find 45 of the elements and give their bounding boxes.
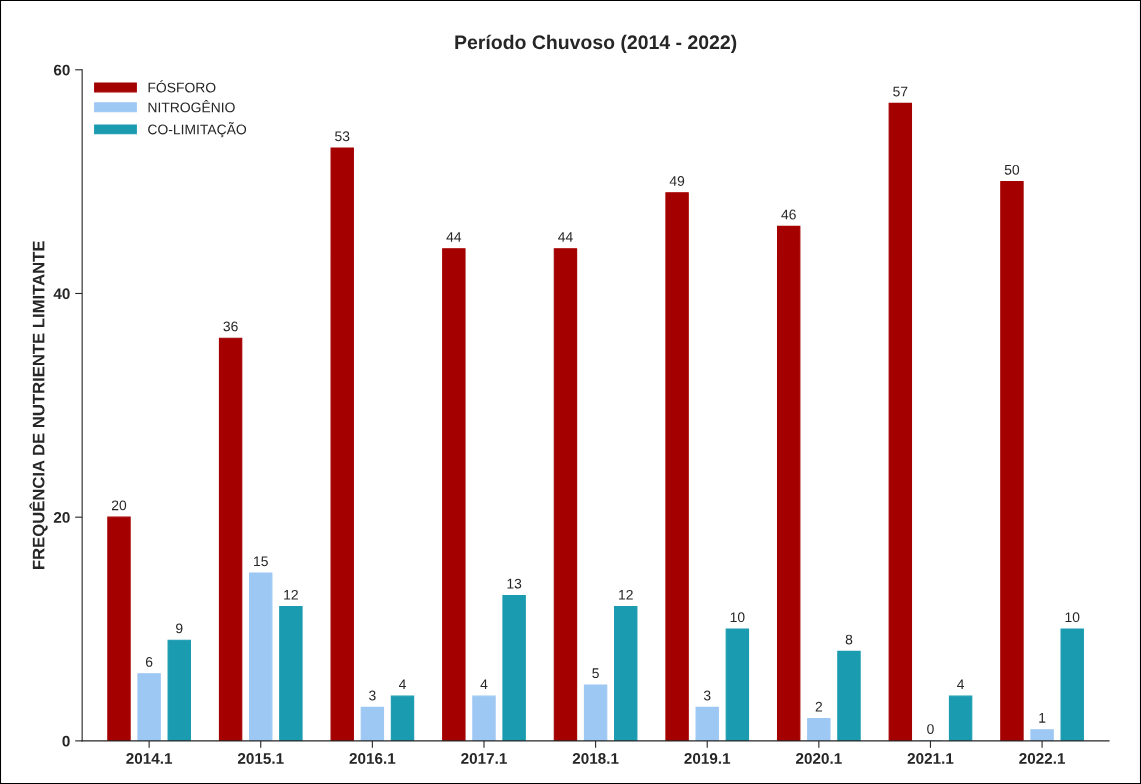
y-axis-title: FREQUÊNCIA DE NUTRIENTE LIMITANTE bbox=[29, 241, 48, 570]
data-label: 8 bbox=[845, 634, 853, 645]
chart-title: Período Chuvoso (2014 - 2022) bbox=[455, 34, 737, 53]
data-label: 20 bbox=[111, 500, 127, 511]
legend-label: CO-LIMITAÇÃO bbox=[148, 122, 247, 138]
x-tick-label: 2021.1 bbox=[907, 753, 954, 764]
data-label: 3 bbox=[703, 690, 711, 701]
x-tick-label: 2018.1 bbox=[572, 753, 619, 764]
data-label: 13 bbox=[507, 578, 522, 589]
data-label: 57 bbox=[893, 86, 908, 97]
data-label: 50 bbox=[1004, 164, 1020, 175]
data-label: 4 bbox=[480, 679, 488, 690]
legend-label: NITROGÊNIO bbox=[148, 100, 235, 113]
data-label: 12 bbox=[284, 589, 298, 600]
x-tick-label: 2022.1 bbox=[1019, 753, 1066, 764]
x-tick-label: 2015.1 bbox=[237, 753, 284, 764]
data-label: 4 bbox=[398, 679, 406, 690]
y-tick-label: 20 bbox=[53, 512, 70, 523]
data-label: 0 bbox=[927, 724, 934, 734]
x-tick-label: 2019.1 bbox=[684, 753, 731, 764]
data-label: 49 bbox=[669, 176, 685, 186]
y-tick-label: 0 bbox=[62, 735, 70, 747]
x-tick-label: 2017.1 bbox=[461, 753, 507, 764]
data-label: 44 bbox=[446, 232, 462, 242]
data-label: 10 bbox=[730, 612, 745, 623]
data-label: 2 bbox=[815, 701, 823, 712]
data-label: 10 bbox=[1065, 612, 1080, 623]
data-label: 12 bbox=[619, 589, 633, 600]
y-tick-label: 40 bbox=[53, 288, 70, 300]
x-tick-label: 2014.1 bbox=[126, 753, 173, 764]
x-tick-label: 2016.1 bbox=[349, 753, 396, 764]
legend-label: FÓSFORO bbox=[148, 80, 216, 93]
data-label: 46 bbox=[781, 209, 796, 220]
data-label: 6 bbox=[145, 657, 153, 667]
data-label: 53 bbox=[335, 131, 350, 142]
data-label: 9 bbox=[176, 623, 183, 634]
x-tick-label: 2020.1 bbox=[796, 753, 842, 764]
data-label: 15 bbox=[254, 556, 268, 567]
data-label: 4 bbox=[957, 679, 965, 690]
data-label: 5 bbox=[592, 668, 599, 679]
data-label: 36 bbox=[223, 321, 238, 332]
data-label: 1 bbox=[1039, 713, 1046, 723]
data-label: 44 bbox=[558, 232, 573, 242]
y-tick-label: 60 bbox=[53, 64, 70, 76]
data-label: 3 bbox=[369, 690, 376, 701]
